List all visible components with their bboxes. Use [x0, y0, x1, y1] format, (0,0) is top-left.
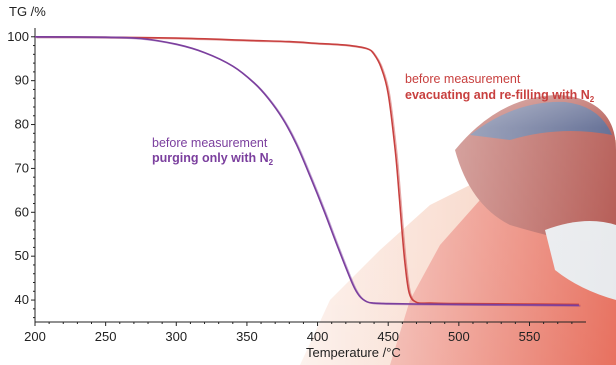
y-tick-label: 40	[15, 292, 29, 307]
annotation-purple-line1: before measurement	[152, 136, 268, 150]
annotation-red: before measurement evacuating and re-fil…	[405, 72, 595, 104]
annotation-red-line2: evacuating and re-filling with N2	[405, 88, 595, 104]
x-tick-label: 400	[307, 329, 329, 344]
y-tick-label: 50	[15, 248, 29, 263]
x-tick-label: 550	[519, 329, 541, 344]
annotation-purple-line2: purging only with N2	[152, 151, 274, 167]
y-tick-label: 70	[15, 160, 29, 175]
annotation-purple: before measurement purging only with N2	[152, 136, 274, 167]
y-tick-label: 80	[15, 117, 29, 132]
axes	[34, 28, 586, 323]
x-tick-label: 450	[377, 329, 399, 344]
annotation-red-subscript: 2	[590, 95, 595, 104]
series-layer	[34, 36, 581, 307]
x-tick-label: 250	[95, 329, 117, 344]
annotation-purple-subscript: 2	[269, 158, 274, 167]
annotation-red-line2-text: evacuating and re-filling with N	[405, 88, 590, 102]
series-line-evacuated	[34, 36, 579, 306]
y-tick-label: 100	[7, 29, 29, 44]
x-tick-label: 350	[236, 329, 258, 344]
series-line-purged	[34, 36, 579, 307]
x-tick-label: 300	[165, 329, 187, 344]
x-ticks: 200 250 300 350 400 450 500 550	[24, 322, 573, 344]
annotation-red-line1: before measurement	[405, 72, 521, 86]
x-tick-label: 200	[24, 329, 46, 344]
x-axis-title: Temperature /°C	[306, 345, 401, 360]
annotation-purple-line2-text: purging only with N	[152, 151, 269, 165]
y-tick-label: 90	[15, 73, 29, 88]
y-ticks: 40 50 60 70 80 90 100	[7, 29, 35, 319]
y-tick-label: 60	[15, 204, 29, 219]
y-axis-title: TG /%	[9, 4, 46, 19]
x-tick-label: 500	[448, 329, 470, 344]
